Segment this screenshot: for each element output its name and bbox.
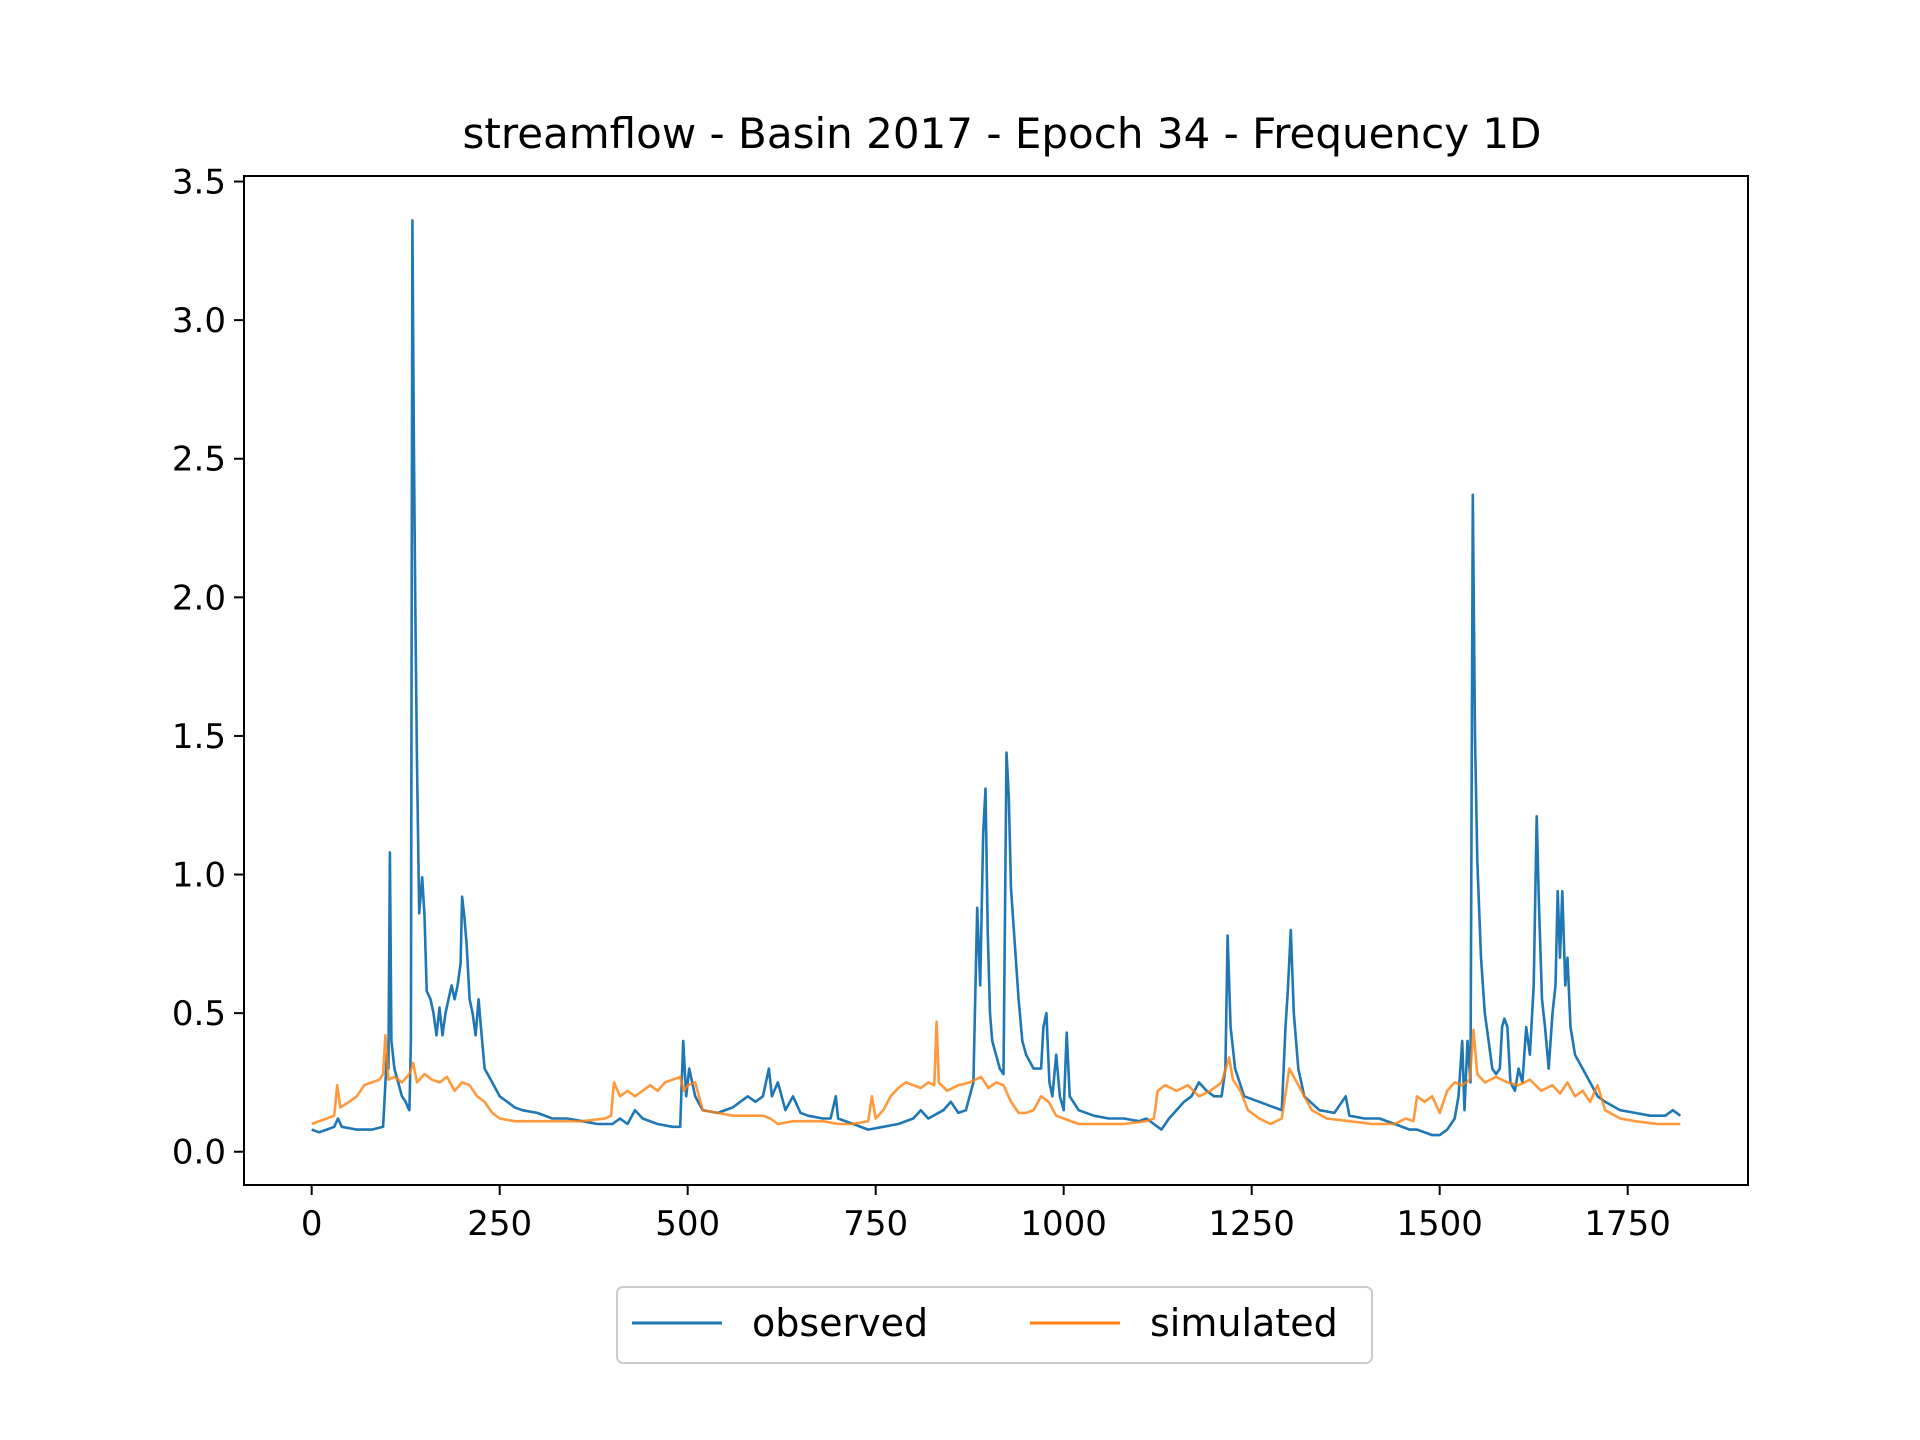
x-tick-label: 500	[655, 1204, 720, 1244]
x-tick-label: 1250	[1208, 1204, 1295, 1244]
legend-label-observed: observed	[752, 1301, 928, 1345]
x-tick-label: 750	[843, 1204, 908, 1244]
y-tick-label: 2.0	[172, 578, 226, 618]
y-tick-label: 0.0	[172, 1133, 226, 1173]
y-tick-label: 1.0	[172, 856, 226, 896]
x-tick-label: 1750	[1584, 1204, 1671, 1244]
y-tick-label: 3.0	[172, 301, 226, 341]
x-tick-label: 1500	[1396, 1204, 1483, 1244]
legend-box	[616, 1286, 1373, 1364]
legend-label-simulated: simulated	[1150, 1301, 1338, 1345]
y-tick-label: 3.5	[172, 163, 226, 203]
chart-title: streamflow - Basin 2017 - Epoch 34 - Fre…	[463, 109, 1542, 158]
y-tick-label: 2.5	[172, 440, 226, 480]
x-tick-label: 1000	[1020, 1204, 1107, 1244]
x-tick-label: 250	[467, 1204, 532, 1244]
y-tick-label: 0.5	[172, 994, 226, 1034]
series-line-observed	[311, 219, 1682, 1137]
y-tick-label: 1.5	[172, 717, 226, 757]
plot-frame	[243, 175, 1749, 1186]
x-tick-label: 0	[301, 1204, 323, 1244]
series-line-simulated	[311, 1020, 1681, 1126]
axis-layer: 0 250 500 750 1000 1250 1500 1750 0.0 0.5 1.0 1.5 2.…	[172, 163, 1671, 1244]
legend: observed simulated	[616, 1286, 1373, 1364]
series-layer	[311, 219, 1682, 1137]
